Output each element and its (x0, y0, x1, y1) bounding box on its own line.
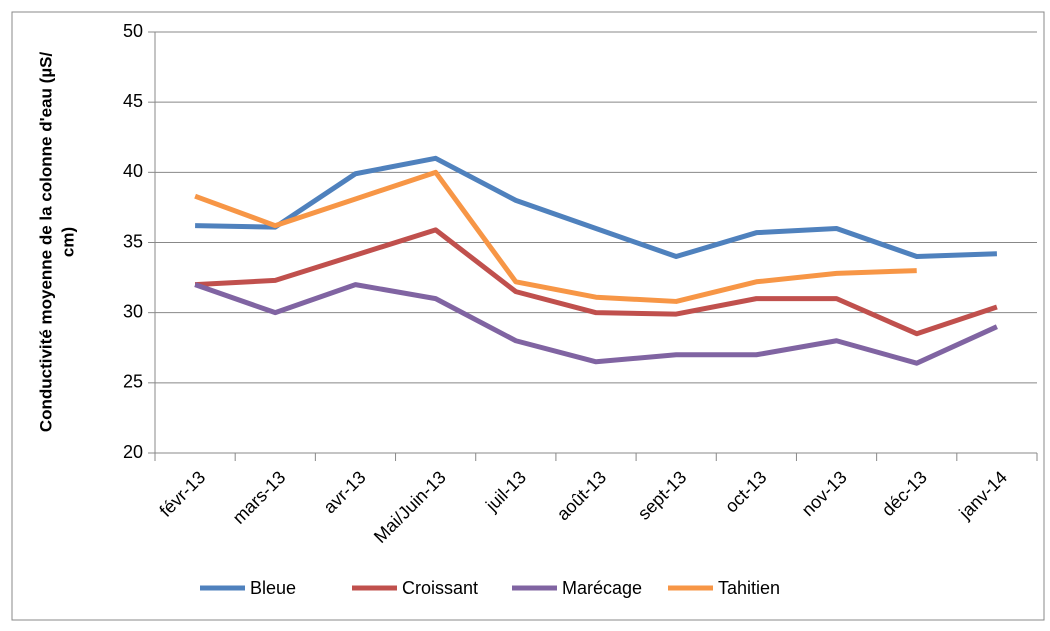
y-axis-label: cm) (58, 227, 77, 257)
series-line (194, 169, 917, 304)
y-tick-label: 45 (123, 91, 143, 111)
series-line (194, 282, 998, 366)
y-tick-label: 50 (123, 21, 143, 41)
series-line (194, 227, 998, 337)
y-tick-label: 25 (123, 372, 143, 392)
y-tick-label: 40 (123, 161, 143, 181)
y-axis-label: Conductivité moyenne de la colonne d'eau… (36, 52, 55, 433)
chart-frame (11, 11, 1045, 621)
legend-label: Marécage (562, 578, 642, 598)
legend-label: Croissant (402, 578, 478, 598)
series-line (195, 155, 997, 260)
y-tick-label: 20 (123, 442, 143, 462)
legend-label: Bleue (250, 578, 296, 598)
y-tick-label: 35 (123, 231, 143, 251)
legend-label: Tahitien (718, 578, 780, 598)
y-tick-label: 30 (123, 301, 143, 321)
